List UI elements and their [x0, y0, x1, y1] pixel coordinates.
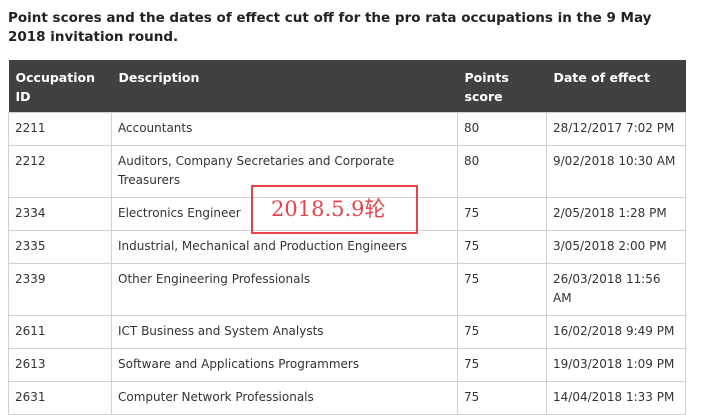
table-row: 2211 Accountants 80 28/12/2017 7:02 PM	[8, 112, 686, 146]
cell-points: 75	[457, 197, 547, 231]
cell-description: Software and Applications Programmers	[111, 348, 458, 382]
cell-description: Computer Network Professionals	[111, 381, 458, 415]
points-table: Occupation ID Description Points score D…	[8, 60, 686, 415]
cell-occupation-id: 2613	[8, 348, 112, 382]
header-date-of-effect: Date of effect	[546, 60, 686, 113]
table-header-row: Occupation ID Description Points score D…	[8, 60, 686, 113]
page-heading: Point scores and the dates of effect cut…	[8, 10, 652, 45]
cell-occupation-id: 2611	[8, 315, 112, 349]
cell-points: 80	[457, 112, 547, 146]
cell-description: Industrial, Mechanical and Production En…	[111, 230, 458, 264]
cell-date: 14/04/2018 1:33 PM	[546, 381, 686, 415]
table-row: 2631 Computer Network Professionals 75 1…	[8, 381, 686, 415]
header-points-score: Points score	[457, 60, 547, 113]
cell-date: 2/05/2018 1:28 PM	[546, 197, 686, 231]
cell-description: Other Engineering Professionals	[111, 263, 458, 316]
cell-points: 75	[457, 315, 547, 349]
cell-points: 75	[457, 381, 547, 415]
cell-date: 3/05/2018 2:00 PM	[546, 230, 686, 264]
table-row: 2334 Electronics Engineer 75 2/05/2018 1…	[8, 197, 686, 231]
cell-date: 26/03/2018 11:56 AM	[546, 263, 686, 316]
cell-occupation-id: 2211	[8, 112, 112, 146]
cell-date: 16/02/2018 9:49 PM	[546, 315, 686, 349]
cell-occupation-id: 2335	[8, 230, 112, 264]
cell-occupation-id: 2631	[8, 381, 112, 415]
cell-points: 80	[457, 145, 547, 198]
cell-points: 75	[457, 230, 547, 264]
header-occupation-id: Occupation ID	[8, 60, 112, 113]
cell-date: 9/02/2018 10:30 AM	[546, 145, 686, 198]
cell-description: Auditors, Company Secretaries and Corpor…	[111, 145, 458, 198]
cell-occupation-id: 2212	[8, 145, 112, 198]
table-row: 2212 Auditors, Company Secretaries and C…	[8, 145, 686, 198]
annotation-text: 2018.5.9轮	[271, 197, 386, 221]
header-description: Description	[111, 60, 458, 113]
table-row: 2611 ICT Business and System Analysts 75…	[8, 315, 686, 349]
cell-date: 28/12/2017 7:02 PM	[546, 112, 686, 146]
cell-description: Accountants	[111, 112, 458, 146]
cell-description: ICT Business and System Analysts	[111, 315, 458, 349]
annotation-box: 2018.5.9轮	[251, 185, 418, 234]
cell-points: 75	[457, 263, 547, 316]
cell-occupation-id: 2339	[8, 263, 112, 316]
table-row: 2339 Other Engineering Professionals 75 …	[8, 263, 686, 316]
table-row: 2613 Software and Applications Programme…	[8, 348, 686, 382]
table-row: 2335 Industrial, Mechanical and Producti…	[8, 230, 686, 264]
cell-date: 19/03/2018 1:09 PM	[546, 348, 686, 382]
cell-points: 75	[457, 348, 547, 382]
cell-occupation-id: 2334	[8, 197, 112, 231]
